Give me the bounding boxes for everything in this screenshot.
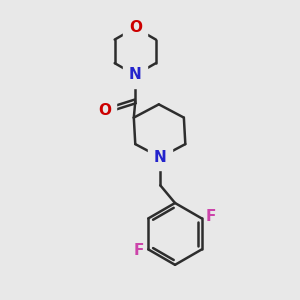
Text: N: N [154, 150, 167, 165]
Text: O: O [98, 103, 111, 118]
Text: F: F [206, 209, 216, 224]
Text: O: O [129, 20, 142, 35]
Text: F: F [134, 243, 144, 258]
Text: N: N [129, 68, 142, 82]
